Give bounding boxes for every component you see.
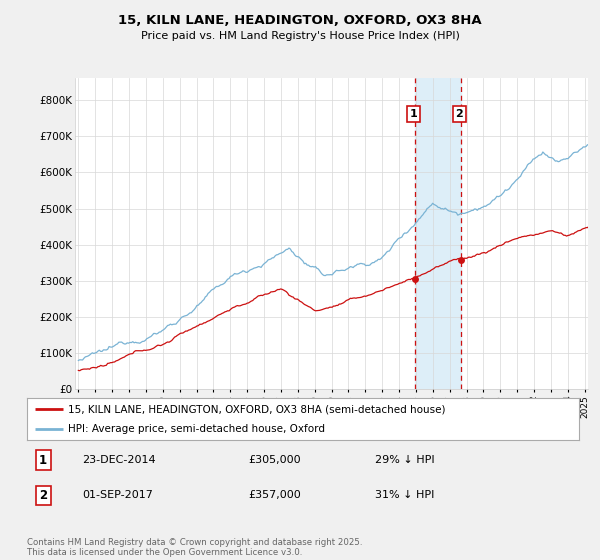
Text: Price paid vs. HM Land Registry's House Price Index (HPI): Price paid vs. HM Land Registry's House … <box>140 31 460 41</box>
Text: 1: 1 <box>39 454 47 466</box>
Text: £357,000: £357,000 <box>248 491 301 501</box>
Text: 29% ↓ HPI: 29% ↓ HPI <box>375 455 434 465</box>
Text: 15, KILN LANE, HEADINGTON, OXFORD, OX3 8HA: 15, KILN LANE, HEADINGTON, OXFORD, OX3 8… <box>118 14 482 27</box>
Text: 31% ↓ HPI: 31% ↓ HPI <box>375 491 434 501</box>
Text: £305,000: £305,000 <box>248 455 301 465</box>
Text: 2: 2 <box>39 489 47 502</box>
Text: 23-DEC-2014: 23-DEC-2014 <box>82 455 156 465</box>
Text: 2: 2 <box>455 109 463 119</box>
Text: 15, KILN LANE, HEADINGTON, OXFORD, OX3 8HA (semi-detached house): 15, KILN LANE, HEADINGTON, OXFORD, OX3 8… <box>68 404 446 414</box>
Text: HPI: Average price, semi-detached house, Oxford: HPI: Average price, semi-detached house,… <box>68 424 325 434</box>
Bar <box>415 78 461 389</box>
Text: 01-SEP-2017: 01-SEP-2017 <box>82 491 153 501</box>
Text: Contains HM Land Registry data © Crown copyright and database right 2025.
This d: Contains HM Land Registry data © Crown c… <box>27 538 362 557</box>
Text: 1: 1 <box>410 109 418 119</box>
